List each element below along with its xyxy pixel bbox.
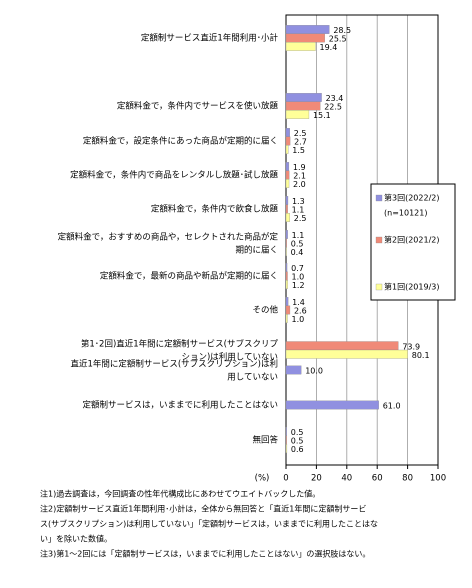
category-label: その他 [252, 305, 278, 316]
value-label: 2.7 [294, 138, 307, 147]
x-tick-label: 40 [341, 474, 352, 484]
x-tick-label: 100 [430, 474, 446, 484]
bar [285, 280, 288, 289]
x-tick-label: 20 [311, 474, 322, 484]
bar [285, 435, 287, 445]
category-label: 第1･2回)直近1年間に定額制サービス(サブスクリプション)は利用していない [81, 338, 279, 362]
bar [285, 93, 322, 102]
note: 注2)定額制サービス直近1年間利用･小計は，全体から無回答と「直近1年間に定額制… [40, 504, 366, 514]
legend-label: 第1回(2019/3) [384, 282, 439, 292]
value-label: 19.4 [319, 43, 337, 52]
bar [285, 101, 321, 111]
value-label: 1.9 [293, 163, 306, 172]
value-label: 73.9 [402, 342, 420, 351]
legend-note: (n=10121) [384, 209, 427, 218]
bar [285, 145, 289, 154]
category-label: 定額制サービスは，いままでに利用したことはない [82, 400, 278, 411]
value-label: 1.1 [292, 206, 305, 215]
category-label: 無回答 [252, 435, 278, 446]
bar [285, 33, 325, 43]
value-label: 1.0 [292, 273, 305, 282]
bar [285, 110, 310, 119]
category-label: 定額料金で，おすすめの商品や，セレクトされた商品が定期的に届く [58, 231, 279, 255]
value-label: 2.5 [294, 214, 307, 223]
value-label: 28.5 [333, 26, 351, 35]
bar [285, 314, 288, 323]
bar [285, 444, 288, 453]
value-label: 0.5 [291, 437, 304, 446]
bar [285, 305, 291, 315]
value-label: 0.5 [291, 428, 304, 437]
category-label: 定額制サービス直近1年間利用･小計 [141, 33, 279, 44]
x-tick-label: 0 [283, 474, 288, 484]
bar [285, 349, 408, 359]
value-label: 61.0 [383, 402, 401, 411]
bar [285, 263, 288, 272]
bar [285, 271, 288, 281]
category-label: 直近1年間に定額制サービス(サブスクリプション)は利用していない [70, 358, 278, 382]
bar [285, 341, 399, 351]
bar [285, 162, 290, 171]
legend-label: 第3回(2022/2) [384, 193, 439, 203]
note: 注3)第1～2回には「定額制サービスは，いままでに利用したことはない」の選択肢は… [40, 549, 370, 559]
bar [285, 128, 290, 137]
bar [285, 204, 288, 214]
value-label: 1.4 [292, 298, 305, 307]
value-label: 80.1 [412, 351, 430, 360]
value-label: 22.5 [324, 103, 342, 112]
bar [285, 170, 290, 180]
value-label: 23.4 [326, 94, 344, 103]
note: ス(サブスクリプション)は利用していない」「定額制サービスは，いままでに利用した… [40, 519, 378, 529]
note: い」を除いた数値。 [40, 534, 112, 544]
category-label: 定額料金で，条件内でサービスを使い放題 [117, 101, 279, 112]
bar [285, 179, 290, 188]
category-label: 定額料金で，設定条件にあった商品が定期的に届く [83, 136, 278, 147]
x-tick-label: 80 [402, 474, 413, 484]
bar [285, 365, 302, 375]
bar [285, 196, 289, 205]
value-label: 1.3 [292, 197, 305, 206]
value-label: 15.1 [313, 111, 331, 120]
legend-swatch [375, 194, 383, 202]
x-tick-label: 60 [372, 474, 383, 484]
bar [285, 297, 289, 306]
value-label: 2.5 [294, 129, 307, 138]
unit-label: (%) [255, 474, 270, 484]
value-label: 1.2 [292, 281, 305, 290]
value-label: 0.5 [291, 240, 304, 249]
value-label: 1.5 [292, 146, 305, 155]
bar [285, 238, 287, 248]
value-label: 0.4 [291, 248, 304, 257]
value-label: 25.5 [329, 35, 347, 44]
value-label: 1.1 [292, 231, 305, 240]
legend-swatch [375, 236, 383, 244]
value-label: 2.6 [294, 307, 307, 316]
category-label: 定額料金で，条件内で商品をレンタルし放題･試し放題 [70, 170, 278, 181]
bar [285, 42, 316, 51]
note: 注1)過去調査は，今回調査の性年代構成比にあわせてウエイトバックした値。 [40, 489, 320, 499]
value-label: 1.0 [292, 315, 305, 324]
value-label: 2.0 [293, 180, 306, 189]
bar [285, 427, 287, 436]
legend-swatch [375, 283, 383, 291]
bar [285, 213, 290, 222]
value-label: 10.0 [305, 367, 323, 376]
bar [285, 247, 287, 256]
legend-label: 第2回(2021/2) [384, 235, 439, 245]
category-label: 定額料金で，最新の商品や新品が定期的に届く [100, 271, 278, 282]
bar [285, 230, 288, 239]
legend-box [370, 183, 456, 301]
bar [285, 136, 291, 146]
value-label: 0.6 [291, 445, 304, 454]
category-label: 定額料金で，条件内で飲食し放題 [151, 204, 279, 215]
bar [285, 25, 330, 34]
value-label: 0.7 [291, 264, 304, 273]
bar [285, 400, 379, 410]
value-label: 2.1 [293, 172, 306, 181]
